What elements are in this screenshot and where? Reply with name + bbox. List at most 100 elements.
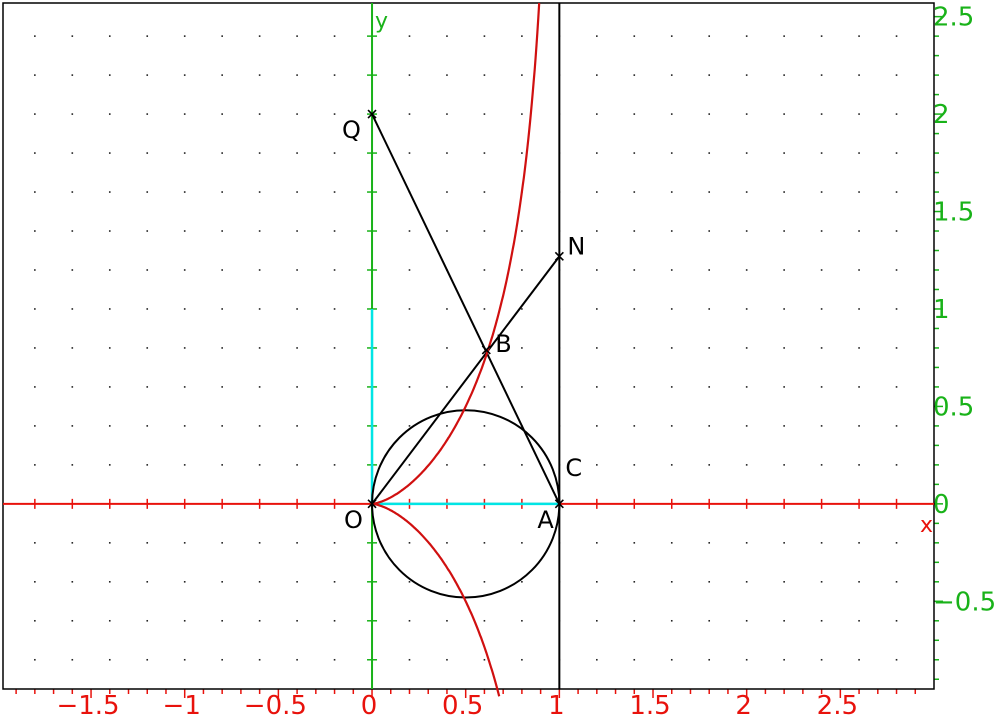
grid-dot	[708, 191, 711, 193]
grid-dot	[783, 658, 785, 661]
grid-dot	[34, 347, 36, 349]
grid-dot	[596, 425, 598, 427]
grid-dot	[34, 152, 36, 154]
grid-dot	[820, 191, 823, 193]
grid-dot	[71, 230, 74, 232]
grid-dot	[333, 542, 336, 544]
grid-dot	[183, 113, 186, 115]
grid-dot	[483, 619, 486, 622]
grid-dot	[596, 269, 598, 271]
grid-dot	[71, 581, 74, 583]
grid-dot	[296, 581, 298, 583]
grid-dot	[708, 425, 711, 427]
grid-dot	[596, 619, 598, 622]
grid-dot	[221, 425, 223, 427]
grid-dot	[296, 230, 298, 232]
grid-dot	[483, 581, 486, 583]
grid-dot	[71, 658, 74, 661]
grid-dot	[71, 113, 74, 115]
grid-dot	[895, 347, 898, 349]
curve-lower-branch	[372, 502, 501, 697]
grid-dot	[221, 113, 223, 115]
grid-dot	[708, 386, 711, 388]
grid-dot	[745, 152, 748, 154]
grid-dot	[446, 152, 448, 154]
grid-dot	[521, 74, 523, 76]
grid-dot	[708, 35, 711, 37]
grid-dot	[71, 308, 74, 310]
grid-dot	[483, 113, 486, 115]
grid-dot	[633, 658, 636, 661]
grid-dot	[858, 35, 860, 37]
grid-dot	[670, 113, 673, 115]
grid-dot	[408, 308, 411, 310]
grid-dot	[708, 581, 711, 583]
grid-dot	[446, 581, 448, 583]
grid-dot	[258, 74, 261, 76]
grid-dot	[146, 658, 149, 661]
grid-dot	[108, 230, 111, 232]
segment-QA	[371, 113, 561, 505]
grid-dot	[483, 191, 486, 193]
grid-dot	[183, 74, 186, 76]
grid-dot	[108, 308, 111, 310]
grid-dot	[333, 113, 336, 115]
grid-dot	[71, 425, 74, 427]
grid-dot	[670, 464, 673, 466]
grid-dot	[483, 464, 486, 466]
grid-dot	[408, 386, 411, 388]
grid-dot	[296, 347, 298, 349]
grid-dot	[745, 542, 748, 544]
grid-dot	[408, 113, 411, 115]
grid-dot	[858, 230, 860, 232]
grid-dot	[146, 386, 149, 388]
grid-dot	[708, 464, 711, 466]
point-label-n: N	[567, 232, 585, 260]
grid-dots	[34, 35, 898, 661]
grid-dot	[596, 658, 598, 661]
grid-dot	[745, 35, 748, 37]
grid-dot	[745, 347, 748, 349]
point-label-o: O	[344, 506, 363, 534]
grid-dot	[670, 386, 673, 388]
grid-dot	[783, 113, 785, 115]
point-markers	[367, 109, 564, 509]
grid-dot	[783, 581, 785, 583]
grid-dot	[633, 425, 636, 427]
grid-dot	[596, 191, 598, 193]
grid-dot	[633, 542, 636, 544]
x-tick-label: −0.5	[244, 691, 307, 719]
grid-dot	[221, 191, 223, 193]
grid-dot	[108, 74, 111, 76]
grid-dot	[596, 113, 598, 115]
x-tick-label: −1	[163, 691, 201, 719]
grid-dot	[521, 152, 523, 154]
grid-dot	[333, 581, 336, 583]
grid-dot	[745, 425, 748, 427]
grid-dot	[521, 658, 523, 661]
grid-dot	[108, 35, 111, 37]
y-tick-label: 2	[933, 100, 950, 130]
grid-dot	[258, 308, 261, 310]
grid-dot	[820, 152, 823, 154]
grid-dot	[670, 230, 673, 232]
grid-dot	[34, 35, 36, 37]
y-tick-label: 1.5	[933, 198, 974, 228]
grid-dot	[521, 347, 523, 349]
grid-dot	[258, 230, 261, 232]
grid-dot	[633, 308, 636, 310]
grid-dot	[333, 386, 336, 388]
grid-dot	[221, 230, 223, 232]
grid-dot	[71, 464, 74, 466]
grid-dot	[108, 191, 111, 193]
grid-dot	[483, 308, 486, 310]
grid-dot	[333, 658, 336, 661]
grid-dot	[296, 464, 298, 466]
x-tick-label: 2.5	[817, 691, 858, 719]
grid-dot	[408, 542, 411, 544]
grid-dot	[221, 464, 223, 466]
x-tick-label: −1.5	[56, 691, 119, 719]
grid-dot	[446, 35, 448, 37]
grid-dot	[895, 35, 898, 37]
grid-dot	[258, 152, 261, 154]
